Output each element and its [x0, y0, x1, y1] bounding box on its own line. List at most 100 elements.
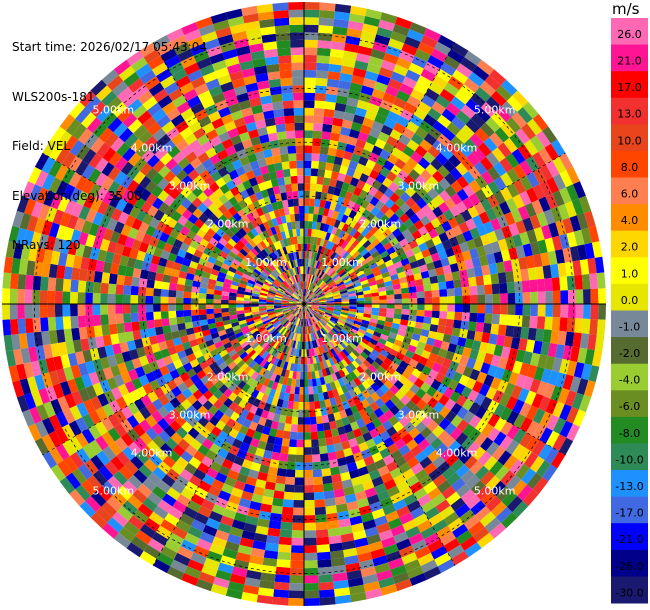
velocity-gate — [536, 278, 546, 292]
velocity-gate — [453, 319, 462, 329]
velocity-gate — [390, 164, 402, 176]
velocity-gate — [472, 380, 484, 394]
velocity-gate — [318, 299, 327, 302]
velocity-gate — [517, 484, 533, 501]
velocity-gate — [436, 68, 452, 83]
velocity-gate — [469, 348, 479, 360]
velocity-gate — [353, 146, 364, 156]
velocity-gate — [484, 313, 493, 324]
velocity-gate — [335, 148, 345, 159]
velocity-gate — [414, 450, 428, 463]
velocity-gate — [316, 176, 325, 185]
velocity-gate — [306, 289, 310, 297]
velocity-gate — [306, 318, 309, 327]
velocity-gate — [449, 263, 460, 273]
velocity-gate — [465, 98, 481, 114]
velocity-gate — [383, 478, 397, 491]
velocity-gate — [346, 256, 355, 264]
velocity-gate — [432, 455, 446, 469]
velocity-gate — [386, 294, 395, 300]
velocity-gate — [335, 449, 345, 460]
velocity-gate — [349, 247, 358, 256]
velocity-gate — [405, 400, 417, 411]
velocity-gate — [431, 289, 440, 298]
velocity-gate — [494, 176, 507, 191]
velocity-gate — [306, 289, 311, 298]
velocity-gate — [522, 292, 531, 304]
velocity-gate — [306, 310, 311, 319]
velocity-gate — [466, 267, 476, 278]
velocity-gate — [354, 242, 363, 251]
velocity-gate — [424, 506, 440, 520]
velocity-gate — [328, 281, 336, 288]
velocity-gate — [360, 30, 377, 42]
velocity-gate — [383, 437, 395, 448]
velocity-gate — [529, 315, 538, 329]
velocity-gate — [420, 169, 433, 182]
velocity-gate — [377, 490, 390, 502]
velocity-gate — [551, 317, 561, 331]
velocity-gate — [364, 269, 373, 277]
velocity-gate — [391, 322, 400, 330]
velocity-gate — [389, 251, 399, 260]
velocity-gate — [352, 230, 361, 240]
velocity-gate — [357, 245, 366, 254]
velocity-gate — [519, 417, 533, 433]
velocity-gate — [330, 339, 338, 347]
velocity-gate — [375, 210, 385, 220]
velocity-gate — [316, 330, 322, 339]
velocity-gate — [304, 62, 317, 71]
velocity-gate — [311, 300, 319, 303]
velocity-gate — [425, 238, 435, 249]
velocity-gate — [468, 179, 482, 193]
velocity-gate — [509, 133, 524, 149]
velocity-gate — [590, 304, 599, 320]
velocity-gate — [341, 400, 351, 410]
velocity-gate — [386, 426, 398, 437]
velocity-gate — [389, 237, 399, 247]
velocity-gate — [339, 330, 347, 338]
velocity-gate — [542, 265, 552, 279]
velocity-gate — [382, 177, 393, 188]
velocity-gate — [341, 301, 350, 304]
velocity-gate — [341, 304, 350, 307]
velocity-gate — [485, 117, 501, 133]
velocity-gate — [477, 59, 495, 76]
velocity-gate — [317, 214, 323, 223]
velocity-gate — [413, 487, 428, 501]
velocity-gate — [581, 318, 591, 334]
velocity-gate — [386, 264, 396, 272]
velocity-gate — [462, 230, 474, 242]
velocity-gate — [573, 229, 585, 246]
velocity-gate — [375, 323, 385, 330]
velocity-gate — [334, 305, 342, 308]
velocity-gate — [587, 257, 597, 274]
velocity-gate — [480, 102, 497, 118]
colorbar-tick-label: -8.0 — [619, 427, 640, 440]
velocity-gate — [360, 322, 369, 329]
velocity-gate — [347, 184, 357, 194]
velocity-gate — [507, 304, 516, 316]
velocity-gate — [440, 257, 450, 267]
velocity-gate — [544, 278, 553, 292]
velocity-gate — [437, 213, 448, 225]
velocity-gate — [334, 277, 342, 284]
velocity-gate — [314, 198, 321, 208]
velocity-gate — [310, 307, 318, 311]
velocity-gate — [413, 378, 425, 389]
velocity-gate — [348, 295, 357, 300]
velocity-gate — [339, 315, 348, 321]
velocity-gate — [308, 333, 312, 342]
velocity-gate — [324, 101, 336, 111]
velocity-gate — [380, 237, 390, 247]
velocity-gate — [347, 136, 358, 146]
velocity-gate — [539, 427, 553, 444]
velocity-gate — [394, 158, 407, 170]
velocity-gate — [304, 9, 320, 18]
velocity-gate — [379, 333, 389, 341]
velocity-gate — [548, 370, 560, 386]
velocity-gate — [567, 304, 576, 319]
velocity-gate — [334, 3, 352, 14]
velocity-gate — [323, 315, 331, 321]
velocity-gate — [379, 447, 391, 459]
